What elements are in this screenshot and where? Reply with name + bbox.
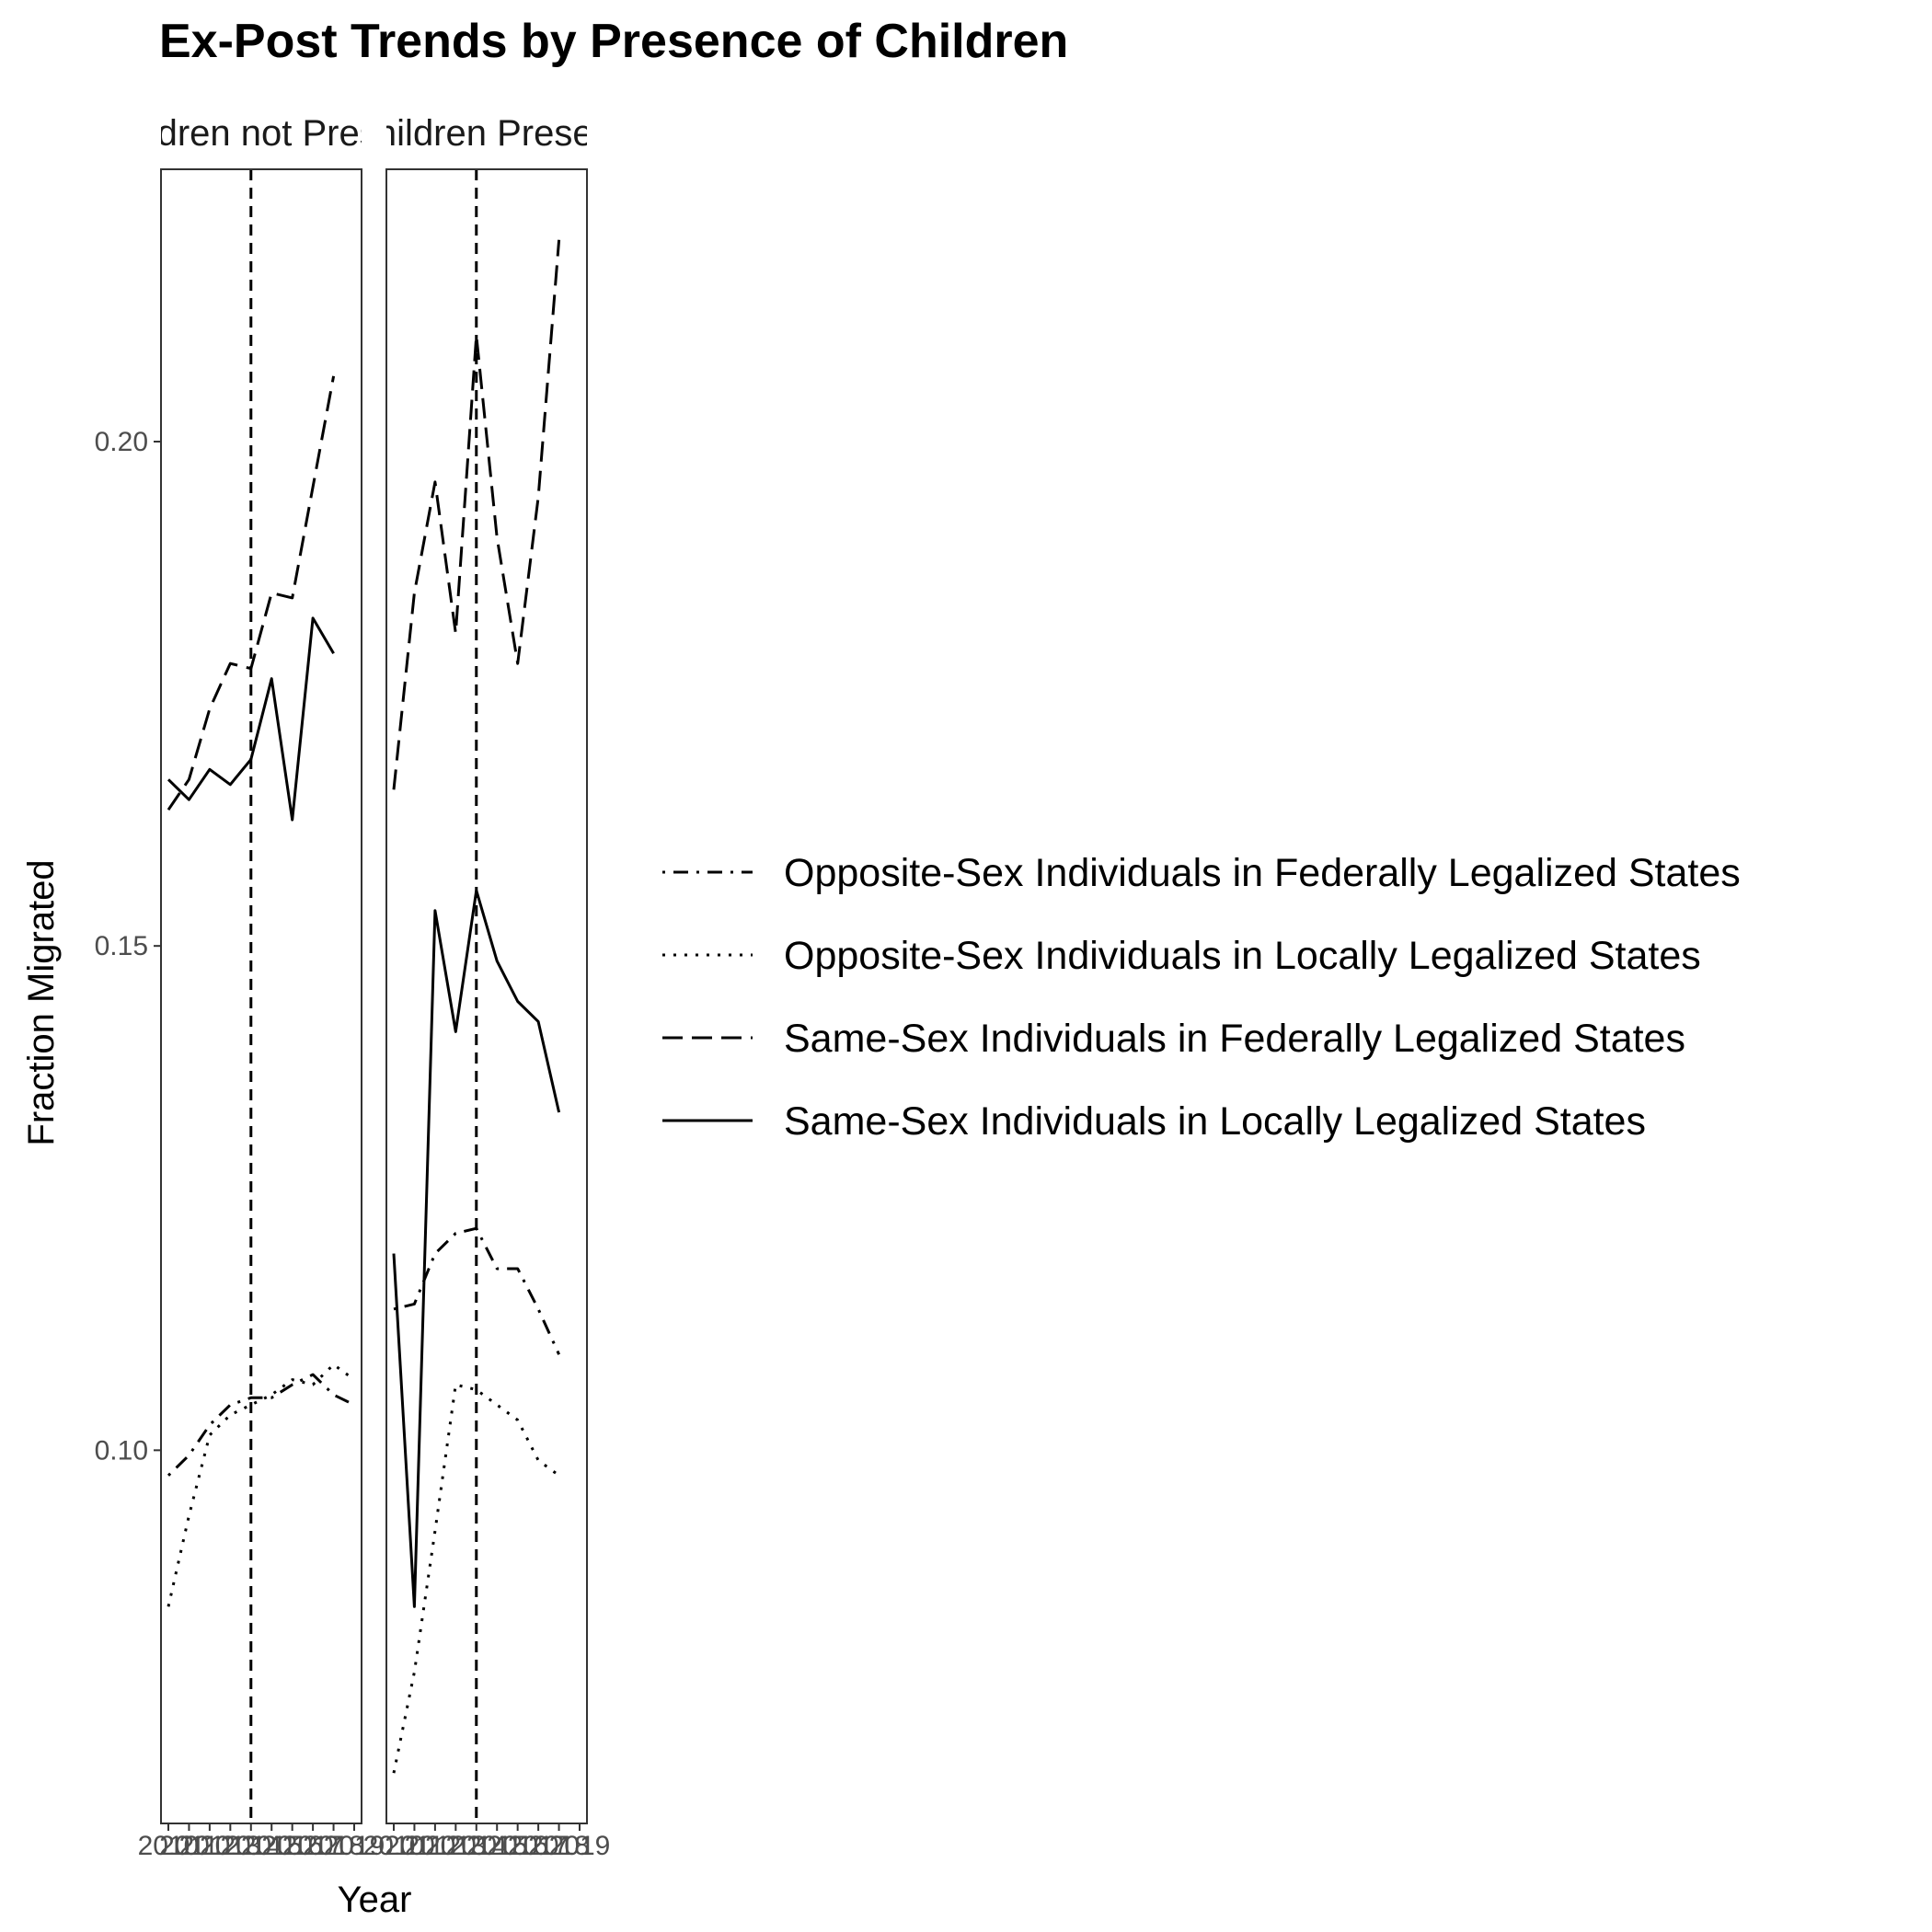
x-tick-label: 2012 [179, 1831, 241, 1861]
legend: Opposite-Sex Individuals in Federally Le… [662, 851, 1741, 1144]
x-tick-label: 2019 [324, 1831, 385, 1861]
legend-label: Same-Sex Individuals in Locally Legalize… [784, 1099, 1646, 1144]
x-tick-label: 2013 [200, 1831, 261, 1861]
panel-strip-label-children-not-present: Children not Present [94, 113, 430, 154]
y-tick-label: 0.20 [95, 427, 148, 457]
legend-item-opposite-federal: Opposite-Sex Individuals in Federally Le… [662, 851, 1741, 895]
x-tick-label: 2018 [303, 1831, 364, 1861]
x-tick-label: 2016 [261, 1831, 323, 1861]
y-tick-label: 0.10 [95, 1435, 148, 1466]
x-tick-label: 2014 [445, 1831, 507, 1861]
x-tick-label: 2011 [385, 1831, 444, 1861]
x-axis: 2010201120122013201420152016201720182019… [138, 1823, 611, 1861]
panel-children-present [385, 168, 588, 1824]
x-tick-label: 2015 [241, 1831, 303, 1861]
x-axis-title: Year [338, 1880, 412, 1920]
x-tick-label: 2017 [508, 1831, 569, 1861]
x-tick-label: 2018 [528, 1831, 590, 1861]
series-line-opposite-federal [167, 1373, 355, 1477]
panel-children-not-present [160, 168, 362, 1824]
legend-item-same-federal: Same-Sex Individuals in Federally Legali… [662, 1017, 1685, 1061]
x-tick-label: 2013 [425, 1831, 487, 1861]
panel-border [160, 168, 362, 1824]
x-tick-label: 2010 [363, 1831, 425, 1861]
legend-item-opposite-local: Opposite-Sex Individuals in Locally Lega… [662, 934, 1701, 978]
chart-title: Ex-Post Trends by Presence of Children [159, 15, 1068, 68]
x-tick-label: 2014 [220, 1831, 282, 1861]
legend-item-same-local: Same-Sex Individuals in Locally Legalize… [662, 1099, 1646, 1144]
series-line-opposite-local [167, 1363, 355, 1607]
legend-label: Same-Sex Individuals in Federally Legali… [784, 1017, 1685, 1061]
y-axis: 0.10 0.15 0.20 [95, 427, 161, 1466]
y-tick-label: 0.15 [95, 931, 148, 961]
x-tick-label: 2019 [549, 1831, 611, 1861]
x-tick-label: 2011 [159, 1831, 219, 1861]
legend-label: Opposite-Sex Individuals in Federally Le… [784, 851, 1741, 895]
panel-strip-label-children-present: Children Present [350, 113, 624, 154]
x-tick-label: 2010 [138, 1831, 200, 1861]
x-tick-label: 2017 [282, 1831, 344, 1861]
x-tick-label: 2012 [405, 1831, 466, 1861]
panel-border [385, 168, 588, 1824]
x-tick-label: 2015 [466, 1831, 528, 1861]
x-tick-label: 2016 [487, 1831, 548, 1861]
y-axis-title: Fraction Migrated [21, 859, 62, 1145]
legend-label: Opposite-Sex Individuals in Locally Lega… [784, 934, 1701, 978]
panels [160, 168, 588, 1824]
